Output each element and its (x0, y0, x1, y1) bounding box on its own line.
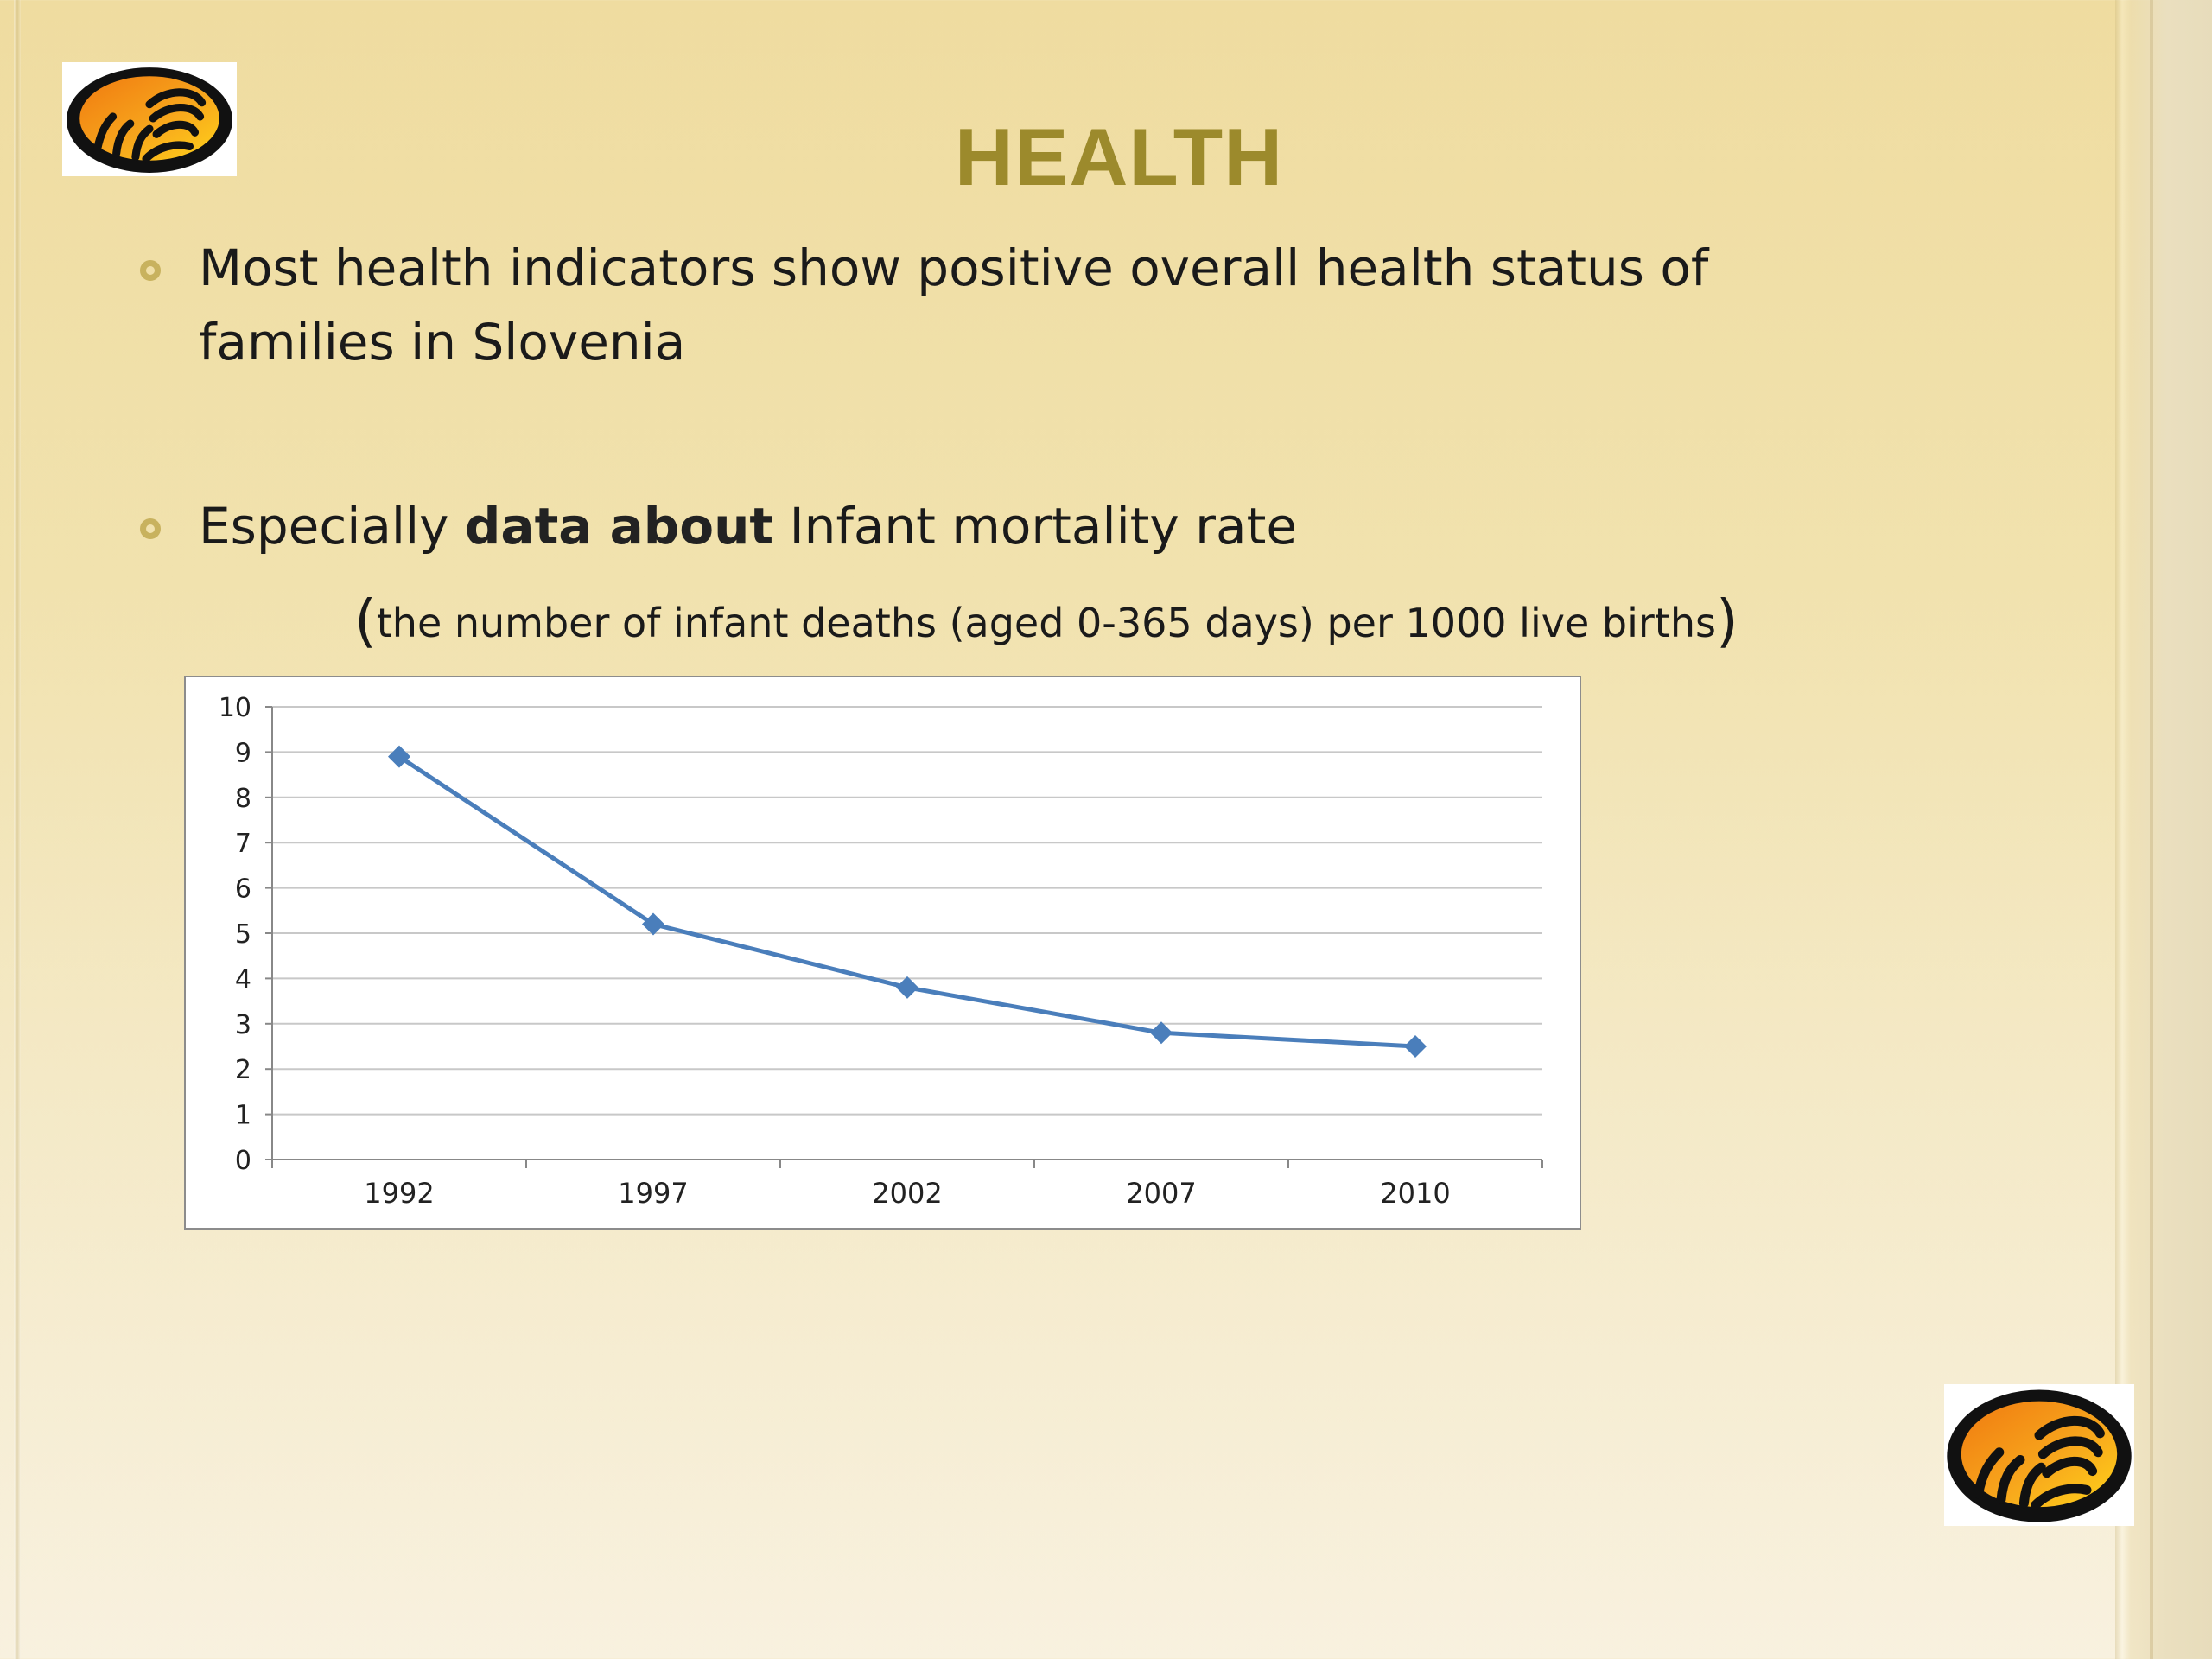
y-tick-label: 2 (235, 1055, 251, 1085)
y-tick-label: 7 (235, 829, 251, 859)
hands-logo-icon (62, 62, 237, 176)
x-tick-label: 1992 (364, 1177, 434, 1210)
chart-canvas: 0 1 2 3 4 5 6 7 8 9 10 1992 1997 2002 2007 2010 (219, 693, 1543, 1210)
bullet-text-emphasis: data about (464, 497, 774, 556)
y-tick-label: 10 (219, 693, 251, 723)
data-point (388, 745, 410, 768)
bullet-infant-mortality: Especially data about Infant mortality r… (199, 489, 1297, 563)
slide-title: HEALTH (954, 111, 1284, 202)
note-open-paren: ( (354, 588, 377, 654)
x-tick-label: 2002 (872, 1177, 942, 1210)
bullet-marker (140, 518, 161, 539)
bullet-text-after: Infant mortality rate (773, 497, 1297, 556)
y-tick-label: 9 (235, 738, 251, 768)
y-tick-label: 8 (235, 784, 251, 814)
bullet-line: families in Slovenia (199, 313, 686, 372)
bullet-line: Most health indicators show positive ove… (199, 238, 1709, 297)
y-tick-label: 1 (235, 1101, 251, 1131)
infant-mortality-definition: (the number of infant deaths (aged 0-365… (354, 588, 1738, 654)
y-tick-label: 0 (235, 1146, 251, 1176)
bullet-marker (140, 260, 161, 281)
y-tick-label: 4 (235, 964, 251, 995)
x-tick-label: 2010 (1380, 1177, 1450, 1210)
bullet-text-before: Especially (199, 497, 465, 556)
y-tick-label: 5 (235, 919, 251, 950)
bullet-health-indicators: Most health indicators show positive ove… (199, 231, 1708, 379)
series-line (397, 754, 1416, 1049)
data-point (1404, 1035, 1427, 1058)
data-point (1150, 1021, 1173, 1045)
y-tick-label: 6 (235, 874, 251, 905)
x-tick-label: 2007 (1126, 1177, 1196, 1210)
slide-frame-right (2115, 0, 2212, 1659)
slide-frame-left (14, 0, 21, 1659)
y-tick-label: 3 (235, 1010, 251, 1040)
hands-logo-icon (1944, 1384, 2134, 1526)
slide-frame-right-line (2150, 0, 2153, 1659)
note-text: the number of infant deaths (aged 0-365 … (376, 600, 1716, 646)
infant-mortality-chart: 0 1 2 3 4 5 6 7 8 9 10 1992 1997 2002 2007 2010 (184, 676, 1581, 1230)
data-point (896, 976, 918, 999)
data-point (642, 912, 664, 936)
note-close-paren: ) (1715, 588, 1738, 654)
x-tick-label: 1997 (618, 1177, 688, 1210)
